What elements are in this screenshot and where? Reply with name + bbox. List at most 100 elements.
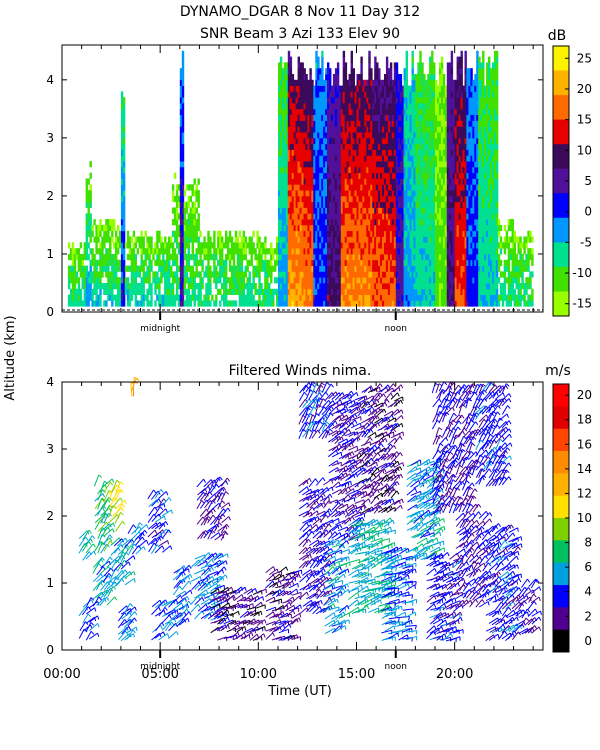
snr-cell	[272, 248, 275, 255]
snr-cell	[360, 259, 363, 266]
snr-cell	[230, 300, 234, 307]
snr-cell	[317, 79, 320, 86]
snr-cell	[452, 178, 456, 185]
snr-cell	[366, 300, 369, 307]
snr-cell	[156, 294, 159, 301]
snr-cell	[150, 242, 153, 249]
snr-cell	[425, 126, 428, 133]
snr-cell	[162, 242, 165, 249]
snr-cell	[378, 254, 381, 261]
snr-cell	[81, 271, 84, 278]
snr-cell	[289, 155, 293, 162]
snr-cell	[307, 259, 310, 266]
snr-cell	[209, 271, 212, 278]
snr-cell	[393, 259, 397, 266]
snr-cell	[356, 283, 359, 290]
snr-cell	[225, 288, 228, 295]
snr-cell	[226, 277, 230, 284]
snr-cell	[362, 103, 365, 110]
snr-cell	[405, 230, 408, 237]
snr-cell	[295, 137, 298, 145]
snr-cell	[289, 201, 293, 208]
snr-cell	[73, 283, 77, 290]
snr-cell	[103, 283, 106, 290]
snr-cell	[297, 103, 300, 110]
snr-cell	[128, 288, 132, 295]
snr-cell	[299, 259, 302, 266]
snr-cell	[415, 201, 418, 208]
snr-cell	[285, 178, 289, 185]
snr-cell	[175, 224, 179, 232]
snr-cell	[303, 277, 306, 284]
snr-cell	[297, 283, 300, 290]
snr-cell	[132, 254, 136, 261]
snr-cell	[352, 259, 355, 266]
snr-cell	[252, 283, 255, 290]
snr-cell	[293, 300, 297, 307]
snr-cell	[456, 248, 459, 255]
snr-cell	[140, 265, 143, 272]
snr-cell	[276, 259, 279, 266]
snr-cell	[438, 213, 442, 220]
snr-cell	[323, 114, 326, 121]
snr-cell	[158, 283, 161, 290]
snr-cell	[117, 224, 120, 232]
snr-cell	[368, 103, 371, 110]
snr-cell	[79, 254, 83, 261]
snr-cell	[393, 271, 397, 278]
snr-cell	[122, 219, 126, 226]
snr-cell	[423, 277, 426, 284]
snr-cell	[438, 300, 442, 307]
snr-cell	[423, 184, 426, 191]
snr-cell	[313, 248, 316, 255]
snr-cell	[338, 207, 342, 214]
snr-cell	[203, 300, 206, 307]
snr-cell	[350, 62, 353, 69]
snr-cell	[120, 224, 124, 232]
snr-cell	[193, 230, 196, 237]
snr-cell	[315, 120, 318, 127]
snr-cell	[276, 300, 279, 307]
snr-cell	[450, 195, 454, 203]
snr-cell	[382, 213, 385, 220]
snr-cell	[338, 137, 342, 145]
snr-cell	[376, 166, 379, 174]
snr-cell	[344, 155, 348, 162]
snr-cell	[374, 132, 377, 139]
snr-cell	[385, 242, 389, 249]
snr-cell	[358, 277, 361, 284]
snr-cell	[289, 236, 293, 243]
snr-cell	[140, 248, 143, 255]
snr-cell	[264, 259, 267, 266]
snr-cell	[295, 288, 298, 295]
snr-cell	[450, 85, 454, 92]
snr-cell	[442, 103, 446, 110]
snr-cell	[403, 300, 406, 307]
snr-cell	[175, 294, 179, 301]
snr-cell	[278, 68, 281, 75]
snr-cell	[456, 265, 459, 272]
snr-cell	[419, 178, 422, 185]
snr-cell	[315, 265, 318, 272]
snr-cell	[248, 242, 251, 249]
snr-cell	[164, 300, 167, 307]
snr-cell	[158, 288, 161, 295]
snr-cell	[411, 126, 414, 133]
snr-cell	[307, 283, 310, 290]
snr-cell	[391, 242, 395, 249]
snr-cell	[444, 178, 448, 185]
snr-cell	[340, 97, 344, 104]
snr-cell	[309, 85, 312, 92]
snr-cell	[309, 97, 312, 104]
snr-cell	[346, 137, 350, 145]
snr-cell	[387, 137, 391, 145]
snr-cell	[225, 300, 228, 307]
snr-cell	[360, 190, 363, 197]
snr-cell	[195, 248, 198, 255]
snr-cell	[319, 166, 322, 174]
snr-cell	[403, 143, 406, 150]
snr-cell	[448, 103, 452, 110]
snr-cell	[71, 259, 75, 266]
snr-cell	[305, 79, 308, 86]
snr-cell	[423, 288, 426, 295]
